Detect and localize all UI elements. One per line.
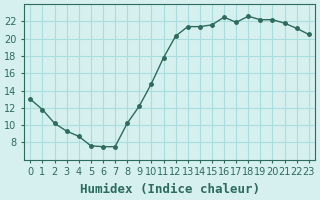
X-axis label: Humidex (Indice chaleur): Humidex (Indice chaleur) — [80, 183, 260, 196]
